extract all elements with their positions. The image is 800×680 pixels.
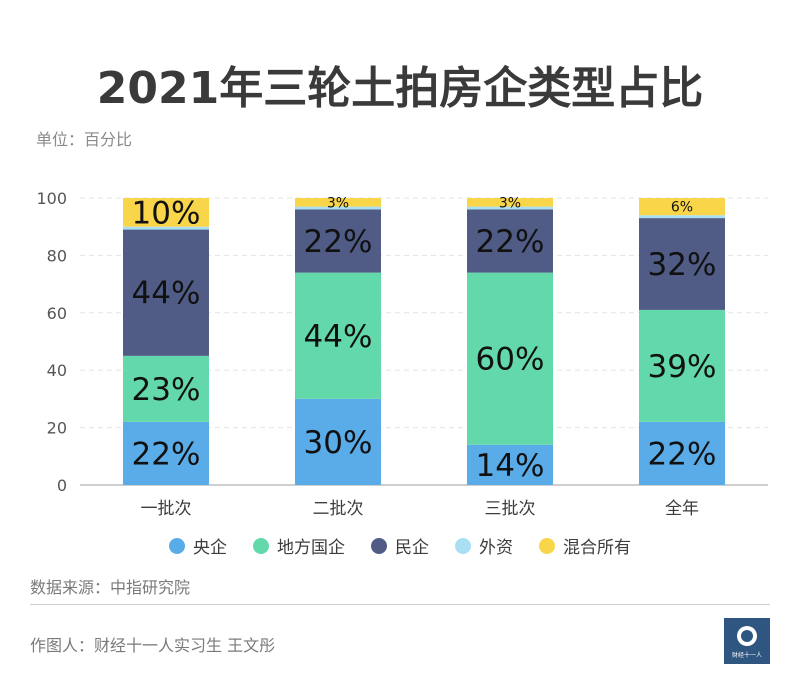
legend-swatch — [455, 537, 471, 554]
unit-label: 单位：百分比 — [36, 130, 133, 149]
globe-icon — [737, 626, 757, 646]
bar-segment — [639, 218, 725, 310]
stacked-bar-chart: 0 20 40 60 80 100 22% 23% 44% 10% 一批次 30% 44% 22% 3% 二批… — [36, 189, 768, 519]
legend-label: 地方国企 — [277, 538, 345, 558]
bar-segment — [295, 272, 381, 399]
bar-segment — [639, 198, 725, 216]
bar-segment — [467, 206, 553, 210]
data-label: 22% — [476, 224, 545, 260]
data-label: 44% — [132, 276, 201, 312]
legend-item-central-soe: 央企 — [169, 533, 227, 558]
data-label: 6% — [671, 200, 693, 216]
bar-segment — [123, 229, 209, 356]
legend-item-local-soe: 地方国企 — [253, 533, 345, 558]
legend-label: 央企 — [193, 538, 227, 558]
data-label: 23% — [132, 372, 201, 408]
data-label: 60% — [476, 342, 545, 378]
bar-segment — [123, 226, 209, 230]
legend-item-foreign: 外资 — [455, 533, 513, 558]
bar-segment — [123, 421, 209, 485]
data-label: 22% — [132, 436, 201, 472]
data-label: 30% — [304, 425, 373, 461]
bar-segment — [295, 206, 381, 210]
legend-label: 民企 — [395, 538, 429, 558]
y-tick-label: 20 — [47, 419, 67, 438]
bar-segment — [467, 272, 553, 445]
data-label: 22% — [648, 436, 717, 472]
footer-divider — [30, 604, 770, 605]
bar-segment — [295, 209, 381, 273]
data-label: 32% — [648, 247, 717, 283]
data-label: 3% — [327, 195, 349, 211]
author-credit: 作图人：财经十一人实习生 王文彤 — [30, 636, 276, 655]
bar-segment — [467, 444, 553, 485]
legend-swatch — [169, 537, 185, 554]
y-tick-label: 40 — [47, 361, 67, 380]
legend-item-private: 民企 — [371, 533, 429, 558]
bar-segment — [639, 421, 725, 485]
chart-title: 2021年三轮土拍房企类型占比 — [96, 63, 704, 114]
x-tick-label: 二批次 — [313, 499, 364, 519]
bar-segment — [467, 198, 553, 207]
bar-segment — [639, 215, 725, 219]
bar-segment — [295, 198, 381, 207]
legend-item-mixed: 混合所有 — [539, 533, 631, 558]
logo-text: 财经十一人 — [731, 652, 762, 659]
publisher-logo: 财经十一人 — [724, 618, 770, 664]
data-label: 10% — [132, 195, 201, 231]
data-label: 22% — [304, 224, 373, 260]
bar-segment — [639, 309, 725, 422]
y-tick-label: 60 — [47, 304, 67, 323]
legend-label: 混合所有 — [563, 538, 631, 558]
data-label: 3% — [499, 195, 521, 211]
data-label: 14% — [476, 448, 545, 484]
legend: 央企 地方国企 民企 外资 混合所有 — [0, 533, 800, 558]
bar-segment — [123, 198, 209, 227]
bar-segment — [295, 398, 381, 485]
x-tick-label: 一批次 — [141, 499, 192, 519]
y-tick-label: 0 — [57, 476, 67, 495]
y-tick-label: 80 — [47, 246, 67, 265]
bar-segment — [123, 355, 209, 422]
data-label: 44% — [304, 319, 373, 355]
legend-swatch — [371, 537, 387, 554]
legend-label: 外资 — [479, 538, 513, 558]
x-tick-label: 全年 — [665, 499, 699, 519]
legend-swatch — [253, 537, 269, 554]
y-tick-label: 100 — [36, 189, 67, 208]
legend-swatch — [539, 537, 555, 554]
bar-segment — [467, 209, 553, 273]
x-tick-label: 三批次 — [485, 499, 536, 519]
data-source: 数据来源：中指研究院 — [30, 578, 191, 597]
data-label: 39% — [648, 349, 717, 385]
